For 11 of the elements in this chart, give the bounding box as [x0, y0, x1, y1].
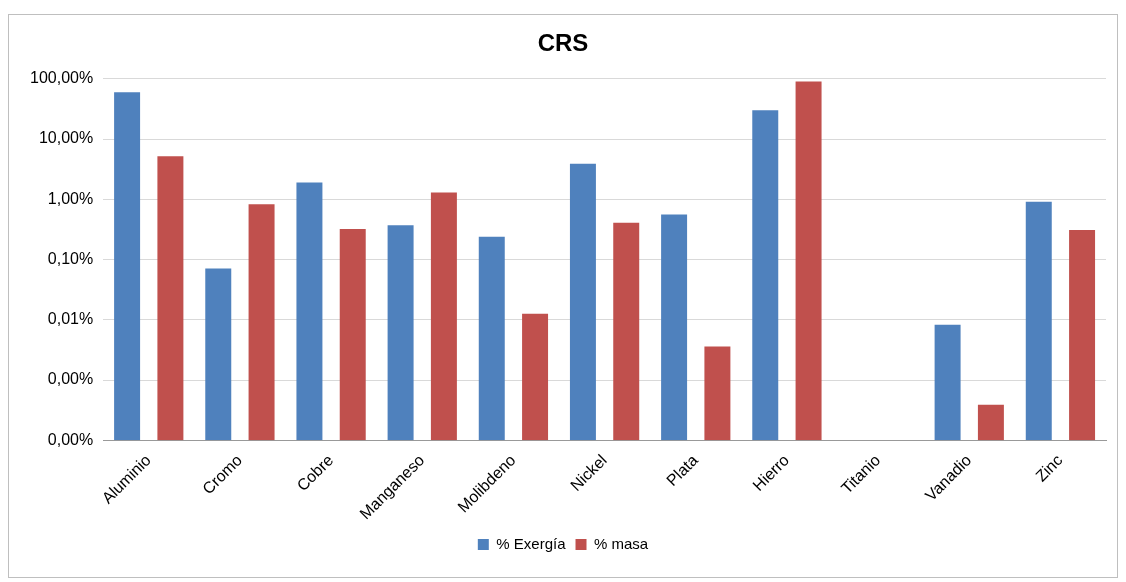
y-tick-label: 100,00%	[29, 69, 94, 87]
chart-title: CRS	[537, 29, 589, 57]
legend-label: % Exergía	[496, 534, 567, 552]
y-tick-label: 0,10%	[47, 249, 94, 267]
y-tick-label: 1,00%	[47, 189, 94, 207]
y-tick-label: 10,00%	[38, 129, 94, 147]
x-tick-label: Zinc	[1032, 451, 1066, 485]
legend-label: % masa	[594, 534, 649, 552]
y-tick-label: 0,01%	[47, 310, 94, 328]
y-tick-label: 0,00%	[47, 430, 94, 448]
y-tick-label: 0,00%	[47, 370, 94, 388]
